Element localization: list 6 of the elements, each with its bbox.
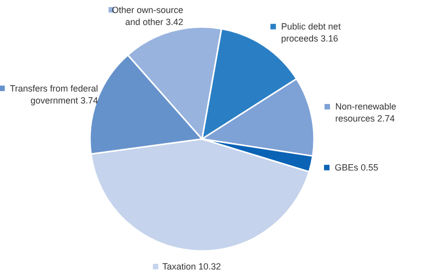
legend-label: Taxation 10.32 (162, 262, 221, 272)
legend-label: Public debt net proceeds 3.16 (281, 22, 342, 44)
legend-label: Non-renewable resources 2.74 (335, 102, 396, 124)
legend-label: Other own-source and other 3.42 (112, 4, 184, 27)
legend-label: GBEs 0.55 (334, 162, 378, 173)
legend-label: Transfers from federal government 3.74 (10, 83, 98, 106)
